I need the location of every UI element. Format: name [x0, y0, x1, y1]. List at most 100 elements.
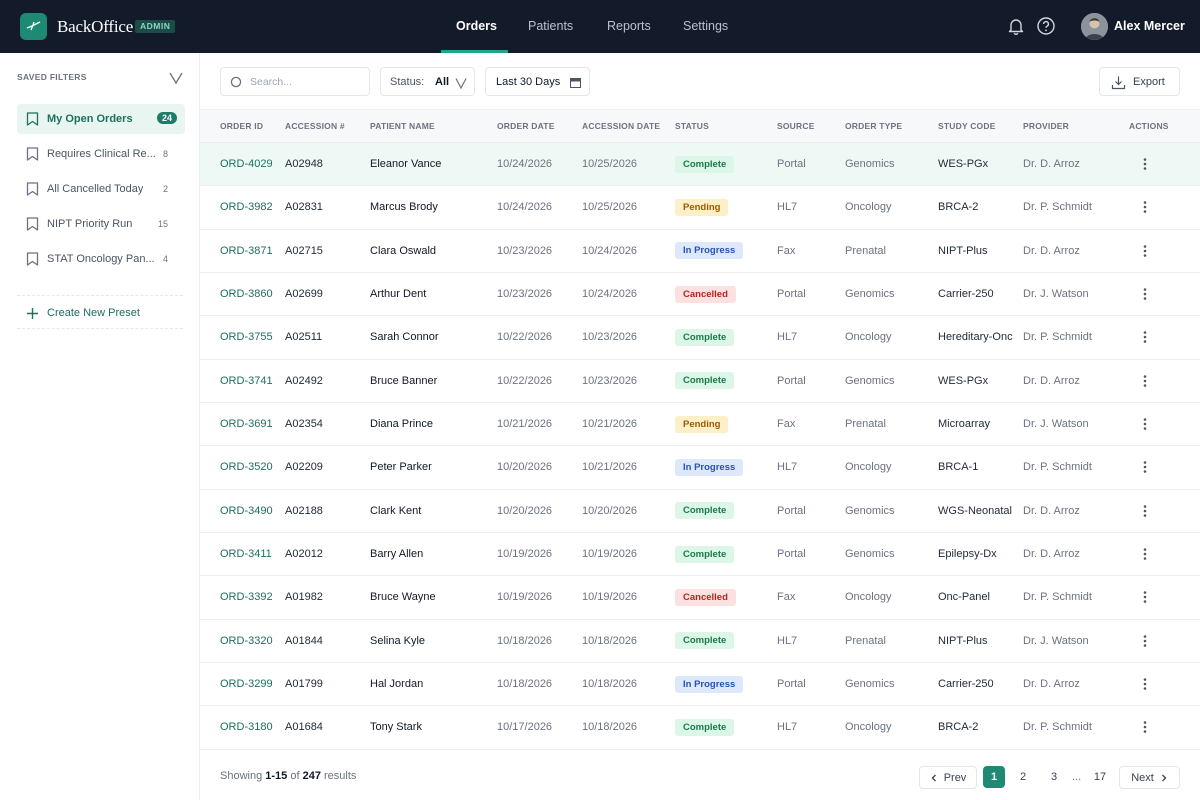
actions-cell [1129, 532, 1200, 577]
order-id-link[interactable]: ORD-3860 [200, 272, 285, 317]
create-new-preset-button[interactable]: Create New Preset [26, 304, 140, 322]
saved-filter-stat-oncology-panel[interactable]: STAT Oncology Pan... 4 [17, 244, 185, 274]
accession-date-cell: 10/23/2026 [582, 315, 675, 360]
order-type-cell: Oncology [845, 705, 938, 749]
actions-cell [1129, 315, 1200, 360]
help-icon[interactable] [1036, 16, 1056, 36]
more-actions-icon[interactable] [1138, 504, 1152, 518]
order-id-link[interactable]: ORD-3392 [200, 575, 285, 620]
page-2-button[interactable]: 2 [1019, 771, 1027, 783]
order-id-link[interactable]: ORD-4029 [200, 142, 285, 187]
study-code-cell: BRCA-2 [938, 185, 1023, 230]
order-type-cell: Oncology [845, 575, 938, 620]
table-row[interactable]: ORD-3982 A02831 Marcus Brody 10/24/2026 10/2… [200, 185, 1200, 230]
chevron-down-icon[interactable] [168, 70, 184, 86]
page-3-button[interactable]: 3 [1050, 771, 1058, 783]
more-actions-icon[interactable] [1138, 200, 1152, 214]
status-badge: Cancelled [675, 588, 736, 606]
page-1-button[interactable]: 1 [983, 766, 1005, 788]
patient-name-cell: Bruce Wayne [370, 575, 497, 620]
order-id-link[interactable]: ORD-3320 [200, 619, 285, 663]
patient-name-cell: Clark Kent [370, 489, 497, 533]
accession-cell: A01799 [285, 662, 370, 707]
table-row[interactable]: ORD-3392 A01982 Bruce Wayne 10/19/2026 10/19… [200, 575, 1200, 620]
saved-filter-requires-clinical-review[interactable]: Requires Clinical Re... 8 [17, 139, 185, 169]
table-row[interactable]: ORD-3299 A01799 Hal Jordan 10/18/2026 10/18/… [200, 662, 1200, 707]
more-actions-icon[interactable] [1138, 547, 1152, 561]
pagination-ellipsis: ... [1072, 771, 1082, 783]
status-filter-dropdown[interactable]: Status: All [380, 67, 475, 96]
table-row[interactable]: ORD-3860 A02699 Arthur Dent 10/23/2026 10/24… [200, 272, 1200, 317]
order-id-link[interactable]: ORD-3299 [200, 662, 285, 707]
avatar[interactable] [1081, 13, 1108, 40]
status-badge: Complete [675, 718, 735, 736]
table-row[interactable]: ORD-3411 A02012 Barry Allen 10/19/2026 10/19… [200, 532, 1200, 577]
order-id-link[interactable]: ORD-3520 [200, 445, 285, 490]
patient-name-cell: Clara Oswald [370, 229, 497, 273]
col-header-status[interactable]: STATUS [675, 109, 777, 143]
more-actions-icon[interactable] [1138, 460, 1152, 474]
col-header-accession-date[interactable]: ACCESSION DATE [582, 109, 675, 143]
tab-orders[interactable]: Orders [456, 19, 497, 33]
more-actions-icon[interactable] [1138, 157, 1152, 171]
order-id-link[interactable]: ORD-3755 [200, 315, 285, 360]
order-id-link[interactable]: ORD-3691 [200, 402, 285, 447]
table-row[interactable]: ORD-3871 A02715 Clara Oswald 10/23/2026 10/2… [200, 229, 1200, 273]
col-header-order-id[interactable]: ORDER ID [200, 109, 285, 143]
tab-reports[interactable]: Reports [607, 19, 651, 33]
order-id-link[interactable]: ORD-3871 [200, 229, 285, 273]
more-actions-icon[interactable] [1138, 287, 1152, 301]
saved-filter-nipt-priority-run[interactable]: NIPT Priority Run 15 [17, 209, 185, 239]
more-actions-icon[interactable] [1138, 244, 1152, 258]
divider [17, 328, 183, 329]
results-summary: Showing 1-15 of 247 results [220, 770, 356, 782]
tab-patients[interactable]: Patients [528, 19, 574, 33]
more-actions-icon[interactable] [1138, 720, 1152, 734]
order-id-link[interactable]: ORD-3411 [200, 532, 285, 577]
actions-cell [1129, 229, 1200, 273]
order-type-cell: Oncology [845, 445, 938, 490]
table-row[interactable]: ORD-3520 A02209 Peter Parker 10/20/2026 10/2… [200, 445, 1200, 490]
order-date-cell: 10/24/2026 [497, 185, 582, 230]
more-actions-icon[interactable] [1138, 374, 1152, 388]
export-button[interactable]: Export [1099, 67, 1180, 96]
user-name[interactable]: Alex Mercer [1114, 19, 1185, 33]
more-actions-icon[interactable] [1138, 330, 1152, 344]
order-id-link[interactable]: ORD-3982 [200, 185, 285, 230]
table-row[interactable]: ORD-3755 A02511 Sarah Connor 10/22/2026 10/2… [200, 315, 1200, 360]
table-row[interactable]: ORD-3741 A02492 Bruce Banner 10/22/2026 10/2… [200, 359, 1200, 403]
col-header-study-code[interactable]: STUDY CODE [938, 109, 1023, 143]
order-date-cell: 10/24/2026 [497, 142, 582, 187]
col-header-source[interactable]: SOURCE [777, 109, 845, 143]
order-id-link[interactable]: ORD-3741 [200, 359, 285, 403]
status-badge: In Progress [675, 458, 744, 476]
next-page-button[interactable]: Next [1119, 766, 1180, 789]
more-actions-icon[interactable] [1138, 417, 1152, 431]
table-row[interactable]: ORD-4029 A02948 Eleanor Vance 10/24/2026 10/… [200, 142, 1200, 187]
status-cell: Cancelled [675, 575, 777, 620]
table-row[interactable]: ORD-3320 A01844 Selina Kyle 10/18/2026 10/18… [200, 619, 1200, 663]
col-header-accession[interactable]: ACCESSION # [285, 109, 370, 143]
table-row[interactable]: ORD-3490 A02188 Clark Kent 10/20/2026 10/20/… [200, 489, 1200, 533]
col-header-provider[interactable]: PROVIDER [1023, 109, 1129, 143]
page-17-button[interactable]: 17 [1093, 771, 1107, 783]
prev-page-button[interactable]: Prev [919, 766, 977, 789]
saved-filter-all-cancelled-today[interactable]: All Cancelled Today 2 [17, 174, 185, 204]
app-logo[interactable] [20, 13, 47, 40]
col-header-patient-name[interactable]: PATIENT NAME [370, 109, 497, 143]
more-actions-icon[interactable] [1138, 677, 1152, 691]
more-actions-icon[interactable] [1138, 634, 1152, 648]
top-navigation-bar: BackOffice ADMIN Orders Patients Reports… [0, 0, 1200, 53]
bell-icon[interactable] [1006, 16, 1026, 36]
col-header-order-date[interactable]: ORDER DATE [497, 109, 582, 143]
order-id-link[interactable]: ORD-3180 [200, 705, 285, 749]
col-header-order-type[interactable]: ORDER TYPE [845, 109, 938, 143]
table-row[interactable]: ORD-3691 A02354 Diana Prince 10/21/2026 10/2… [200, 402, 1200, 447]
more-actions-icon[interactable] [1138, 590, 1152, 604]
tab-settings[interactable]: Settings [683, 19, 729, 33]
table-row[interactable]: ORD-3180 A01684 Tony Stark 10/17/2026 10/18/… [200, 705, 1200, 749]
saved-filter-my-open-orders[interactable]: My Open Orders 24 [17, 104, 185, 134]
date-range-filter[interactable]: Last 30 Days [485, 67, 590, 96]
order-id-link[interactable]: ORD-3490 [200, 489, 285, 533]
search-input[interactable] [250, 74, 365, 90]
